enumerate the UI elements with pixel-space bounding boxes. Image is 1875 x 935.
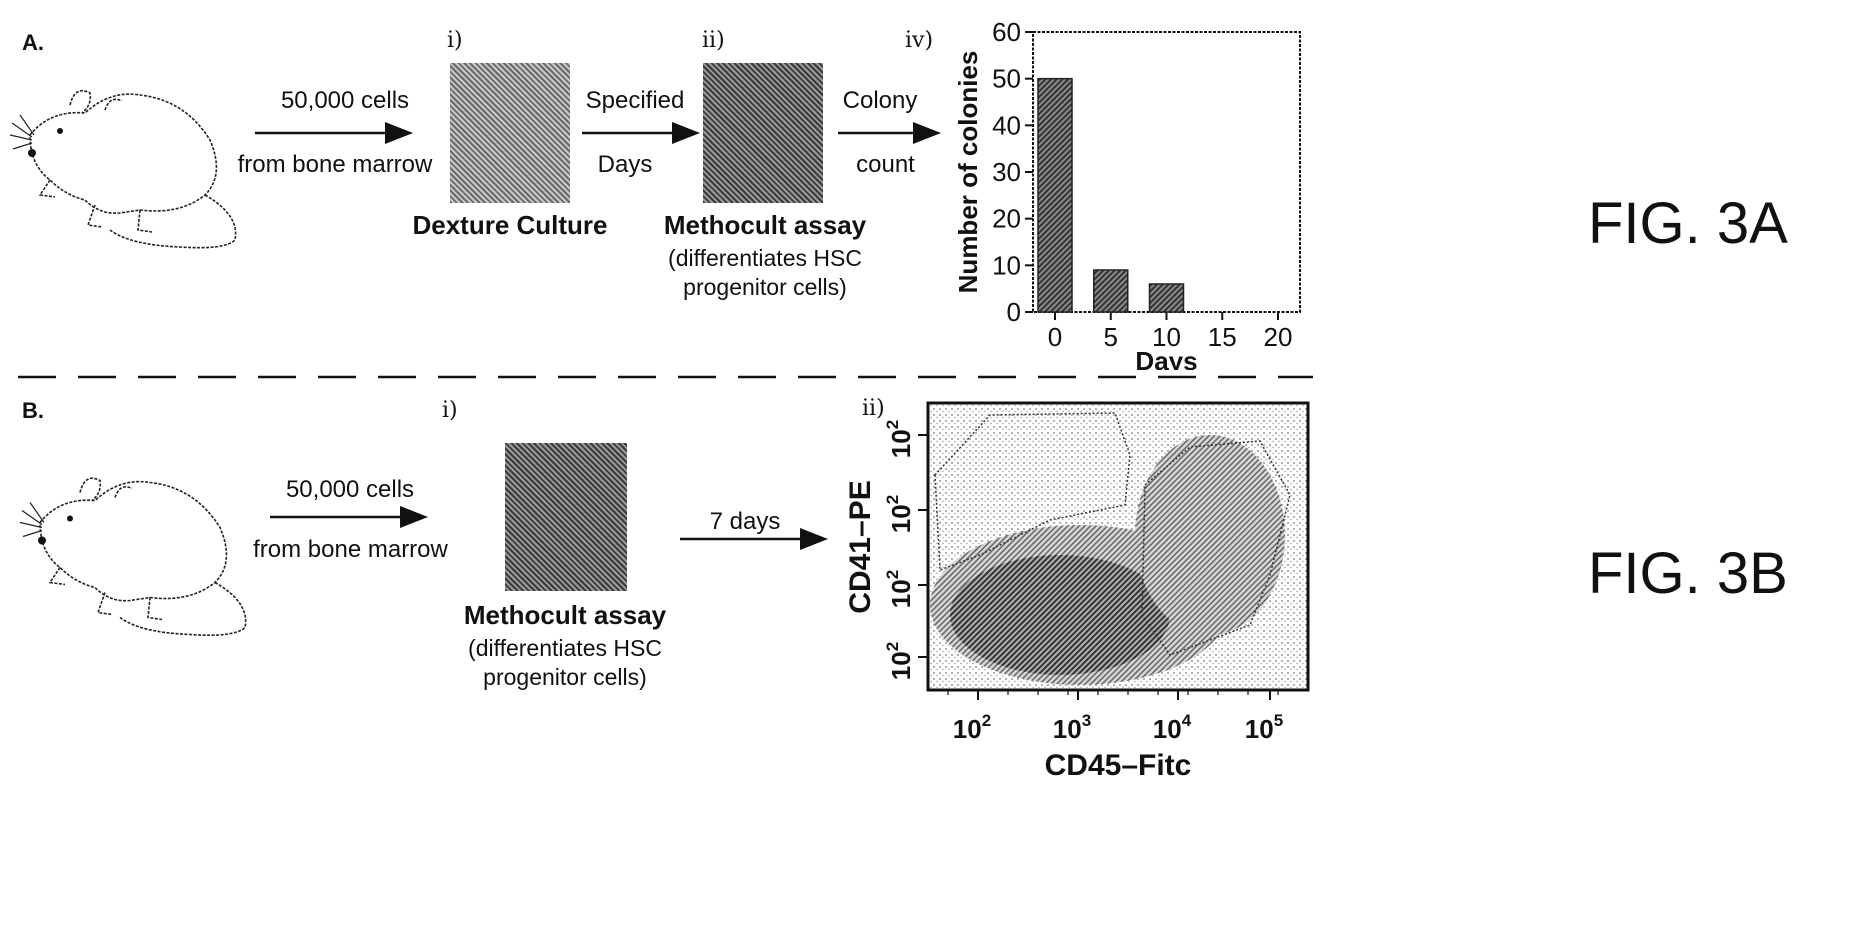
flow-y-tick-label: 102: [883, 642, 916, 680]
arrow-a2-bottom-label: Days: [597, 151, 653, 178]
arrow-b1-top-label: 50,000 cells: [285, 476, 415, 503]
flow-y-label: CD41–PE: [844, 480, 877, 613]
arrow-b2-top-label: 7 days: [709, 508, 781, 535]
step-a-ii: ii): [702, 28, 725, 53]
bar-x-tick-label: 20: [1264, 322, 1293, 352]
flow-y-tick-label: 102: [883, 495, 916, 533]
bar: [1093, 269, 1129, 313]
arrow-b2: [680, 528, 828, 550]
bar: [1148, 283, 1185, 313]
flow-y-tick-label: 102: [883, 420, 916, 458]
arrow-b1-bottom-label: from bone marrow: [253, 536, 448, 563]
mouse-illustration-a: [10, 89, 237, 249]
flow-x-tick-label: 103: [1053, 711, 1091, 744]
arrow-a3-bottom-label: count: [856, 151, 915, 178]
panel-divider: [18, 375, 1313, 379]
bar-y-tick-label: 10: [992, 250, 1021, 280]
flow-x-tick-label: 104: [1153, 711, 1192, 744]
bar-x-tick-label: 15: [1208, 322, 1237, 352]
flow-x-label: CD45–Fitc: [1045, 749, 1192, 782]
flow-cytometry-plot: 102 103 104 105 102 102 102 102 CD45–Fitc CD41–…: [844, 401, 1310, 782]
fig-3b-label: FIG. 3B: [1588, 541, 1788, 606]
arrow-a1-top-label: 50,000 cells: [280, 87, 410, 114]
methocult-sub-a-2: progenitor cells): [683, 274, 847, 300]
dexture-culture-caption: Dexture Culture: [412, 210, 608, 240]
dexture-culture-image: [450, 63, 570, 203]
step-b-ii: ii): [862, 396, 885, 421]
arrow-a3-top-label: Colony: [842, 87, 918, 114]
bar-x-label: Days: [1135, 346, 1197, 370]
methocult-image-a: [703, 63, 823, 203]
colony-bar-chart: 0 10 20 30 40 50 60 0 5 10 15 20 Days Number of colon…: [955, 17, 1301, 370]
flow-x-tick-label: 102: [953, 711, 991, 744]
bar: [1037, 77, 1073, 313]
bar-y-tick-label: 40: [992, 110, 1021, 140]
mouse-illustration-b: [20, 477, 247, 636]
panel-b-letter: B.: [22, 398, 44, 423]
bar-x-tick-label: 5: [1104, 322, 1118, 352]
methocult-sub-b-1: (differentiates HSC: [468, 635, 662, 661]
bar-chart-frame: [1032, 31, 1301, 313]
methocult-caption-b: Methocult assay: [463, 600, 667, 630]
bar-x-tick-label: 10: [1152, 322, 1181, 352]
bar-y-tick-label: 0: [1007, 297, 1021, 327]
arrow-a3: [838, 122, 941, 144]
bar-y-tick-label: 20: [992, 204, 1021, 234]
methocult-sub-b-2: progenitor cells): [483, 664, 647, 690]
panel-a-letter: A.: [22, 30, 44, 55]
arrow-a1: [255, 122, 413, 144]
arrow-b1: [270, 506, 428, 528]
step-a-i: i): [447, 28, 463, 53]
flow-x-tick-label: 105: [1245, 711, 1283, 744]
bar-y-tick-label: 50: [992, 64, 1021, 94]
arrow-a2: [582, 122, 700, 144]
methocult-image-b: [505, 443, 627, 591]
fig-3a-label: FIG. 3A: [1588, 191, 1788, 256]
bar-x-tick-label: 0: [1048, 322, 1062, 352]
arrow-a1-bottom-label: from bone marrow: [237, 151, 433, 178]
step-b-i: i): [442, 398, 458, 423]
flow-y-tick-label: 102: [883, 570, 916, 608]
step-a-iv: iv): [905, 28, 934, 53]
bar-y-tick-label: 60: [992, 17, 1021, 47]
bar-y-tick-label: 30: [992, 157, 1021, 187]
methocult-caption-a: Methocult assay: [663, 210, 867, 240]
bar-y-label: Number of colonies: [955, 51, 983, 294]
methocult-sub-a-1: (differentiates HSC: [668, 245, 862, 271]
arrow-a2-top-label: Specified: [585, 87, 685, 114]
